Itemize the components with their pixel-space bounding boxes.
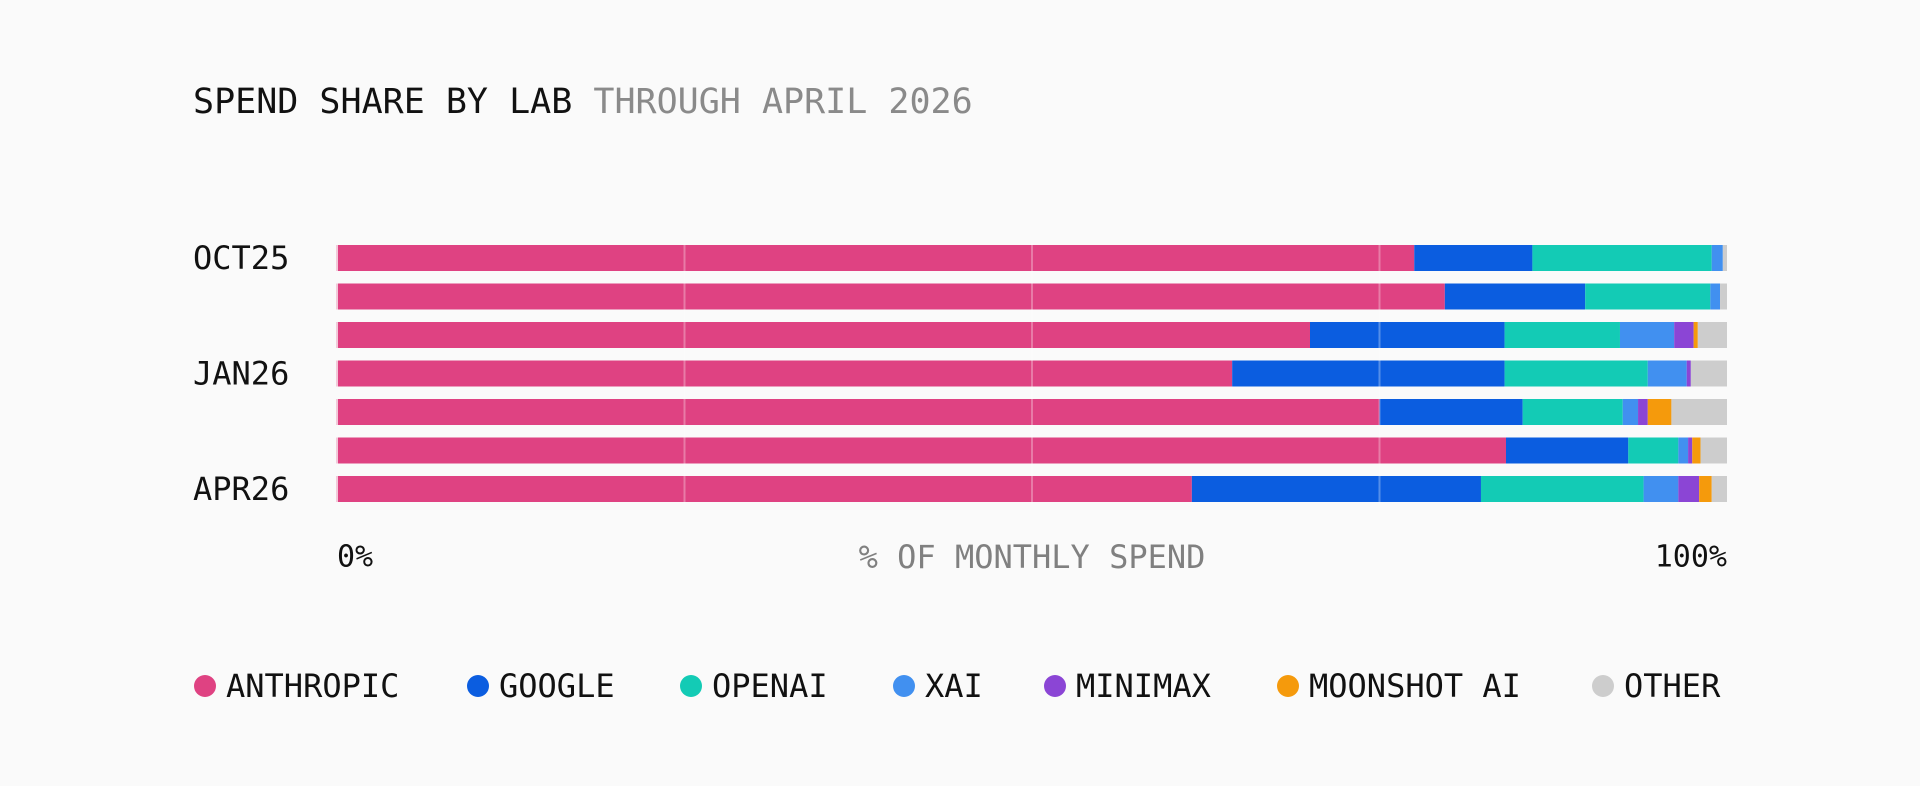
chart-subtitle: THROUGH APRIL 2026 [593,82,973,122]
bar-segment-xai-oct25 [1711,245,1723,271]
bar-segment-google-feb26 [1379,399,1523,425]
legend-label-minimax: MINIMAX [1076,667,1211,705]
bar-start-edge [336,245,338,271]
legend-label-other: OTHER [1624,667,1721,705]
bar-start-edge [336,360,338,387]
bar-segment-other-oct25 [1722,245,1727,271]
bar-segment-anthropic-nov25 [337,283,1445,310]
bar-segment-moonshot-ai-apr26 [1699,476,1712,502]
bar-segment-other-apr26 [1711,476,1727,502]
bar-segment-openai-oct25 [1532,245,1712,271]
bar-segment-google-apr26 [1191,476,1481,502]
bar-segment-anthropic-jan26 [337,360,1233,387]
bar-segment-other-dec25 [1697,322,1727,348]
legend-label-google: GOOGLE [499,667,615,705]
bar-segment-openai-dec25 [1504,322,1620,348]
bar-segment-xai-mar26 [1678,437,1689,464]
bar-segment-other-mar26 [1700,437,1727,464]
bar-segment-minimax-jan26 [1686,360,1691,387]
bar-segment-other-jan26 [1690,360,1727,387]
bar-segment-google-jan26 [1232,360,1505,387]
bar-segment-other-feb26 [1671,399,1727,425]
legend-swatch-openai [680,675,702,697]
bar-segment-xai-jan26 [1647,360,1687,387]
bars-layer [336,245,1727,502]
x-axis-title: % OF MONTHLY SPEND [859,538,1206,576]
chart-title-line: SPEND SHARE BY LAB THROUGH APRIL 2026 [193,78,973,126]
legend-label-anthropic: ANTHROPIC [226,667,399,705]
grid-layer [683,243,1381,504]
bar-segment-anthropic-apr26 [337,476,1192,502]
bar-segment-minimax-apr26 [1678,476,1700,502]
bar-start-edge [336,399,338,425]
bar-segment-openai-mar26 [1628,437,1679,464]
y-tick-label: APR26 [193,470,289,508]
bar-segment-anthropic-dec25 [337,322,1310,348]
bar-segment-minimax-feb26 [1638,399,1648,425]
y-tick-label: JAN26 [193,355,289,393]
bar-segment-openai-apr26 [1480,476,1644,502]
bar-segment-xai-nov25 [1710,283,1721,310]
legend-label-openai: OPENAI [712,667,828,705]
y-axis-ticks: OCT25 JAN26 APR26 [193,239,289,508]
legend-swatch-moonshot-ai [1277,675,1299,697]
y-tick-label: OCT25 [193,239,289,277]
legend-swatch-minimax [1044,675,1066,697]
legend-swatch-xai [893,675,915,697]
bar-segment-moonshot-ai-feb26 [1647,399,1672,425]
legend: ANTHROPIC GOOGLE OPENAI XAI MINIMAX MOONSHOT … [194,667,1721,705]
bar-start-edge [336,322,338,348]
x-tick-label-start: 0% [337,540,373,575]
bar-segment-minimax-dec25 [1674,322,1694,348]
legend-swatch-other [1592,675,1614,697]
bar-segment-google-nov25 [1444,283,1586,310]
bar-start-edge [336,437,338,464]
bar-segment-google-mar26 [1505,437,1629,464]
bar-segment-moonshot-ai-mar26 [1692,437,1701,464]
x-axis: 0% % OF MONTHLY SPEND 100% [337,538,1727,576]
bar-segment-moonshot-ai-dec25 [1693,322,1698,348]
bar-segment-xai-feb26 [1622,399,1639,425]
legend-swatch-anthropic [194,675,216,697]
bar-segment-google-oct25 [1414,245,1533,271]
bar-segment-openai-jan26 [1504,360,1648,387]
bar-segment-anthropic-feb26 [337,399,1380,425]
chart-title: SPEND SHARE BY LAB [193,82,573,122]
bar-segment-xai-dec25 [1619,322,1675,348]
bar-start-edge [336,476,338,502]
legend-label-moonshot-ai: MOONSHOT AI [1309,667,1521,705]
bar-segment-anthropic-mar26 [337,437,1506,464]
bar-segment-other-nov25 [1720,283,1727,310]
bar-segment-xai-apr26 [1643,476,1679,502]
bar-segment-openai-nov25 [1585,283,1711,310]
bar-segment-anthropic-oct25 [337,245,1415,271]
bar-segment-minimax-mar26 [1688,437,1693,464]
legend-label-xai: XAI [925,667,983,705]
bar-segment-google-dec25 [1310,322,1505,348]
bar-start-edge [336,283,338,310]
legend-swatch-google [467,675,489,697]
bar-segment-openai-feb26 [1522,399,1623,425]
x-tick-label-end: 100% [1655,540,1727,575]
